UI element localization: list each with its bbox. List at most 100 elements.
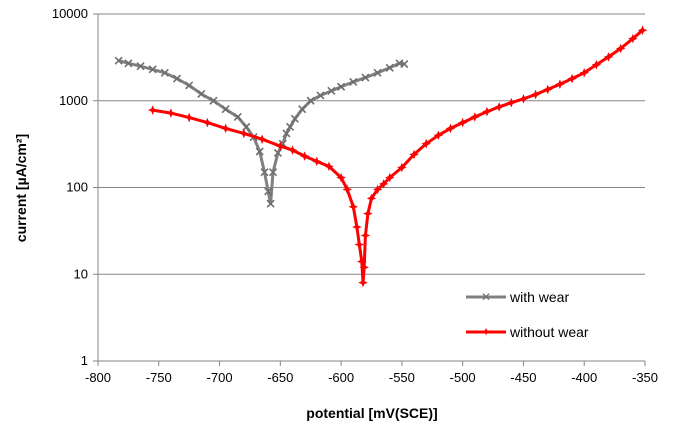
y-tick-label: 10000 [52,6,88,21]
x-tick-label: -800 [85,370,111,385]
data-point [136,62,145,71]
x-tick-label: -700 [207,370,233,385]
data-point [433,130,444,141]
x-axis-title: potential [mV(SCE)] [306,405,437,421]
data-point [197,89,206,98]
data-point [306,96,315,105]
data-point [124,59,133,68]
data-point [591,59,602,70]
series-without-wear [147,25,648,288]
x-tick-label: -550 [389,370,415,385]
data-point [114,56,123,65]
data-point [358,277,368,288]
data-point [385,63,394,72]
data-point [257,134,267,145]
data-point [470,112,480,122]
data-point [290,114,299,123]
data-point [209,96,218,105]
x-tick-marks [97,361,646,366]
data-point [363,208,373,219]
data-point [316,91,325,100]
series-line [152,29,644,285]
data-point [348,201,359,212]
data-point [147,105,158,115]
data-point [615,43,626,54]
data-point [172,74,182,83]
legend: ✕ with wear ✦ without wear [466,289,589,340]
data-point [360,230,371,241]
data-point [352,222,362,232]
data-point [275,141,286,151]
data-point [400,59,409,69]
x-tick-label: -600 [328,370,354,385]
data-point [220,123,231,134]
data-point [266,199,275,208]
data-point [255,147,264,156]
data-point [361,73,370,82]
data-point [579,68,589,78]
data-point [298,105,307,114]
data-point [327,86,336,95]
x-tick-label: -750 [146,370,172,385]
y-tick-labels: 1 10 100 1000 10000 [52,6,88,368]
data-point [397,162,407,173]
data-point [384,172,395,183]
series-with-wear [114,56,409,208]
data-point [337,82,346,91]
x-tick-label: -350 [632,370,658,385]
data-point [567,73,577,84]
data-point [264,187,273,196]
data-point [445,123,456,134]
data-point [148,65,157,74]
legend-label-without-wear: without wear [509,324,589,340]
data-point [359,262,369,273]
data-point [637,25,648,35]
y-tick-label: 10 [74,266,88,281]
data-point [372,184,383,195]
data-point [457,117,468,128]
x-tick-label: -500 [450,370,476,385]
data-point [282,129,291,138]
data-point [366,193,377,204]
data-point [268,168,278,177]
legend-label-with-wear: with wear [509,289,569,305]
series-line [118,59,405,206]
data-point [202,117,213,128]
data-point [409,149,419,160]
data-point [482,106,492,117]
data-point [233,112,242,122]
y-axis-title: current [µA/cm²] [13,134,29,242]
data-point [494,102,504,112]
data-point [221,105,230,114]
data-point [273,148,282,158]
data-point [260,168,269,177]
y-tick-label: 1000 [59,93,88,108]
data-point [324,161,334,172]
legend-marker-with-wear: ✕ [481,290,491,304]
data-point [603,52,614,62]
data-point [166,108,176,118]
data-point [287,145,298,155]
legend-marker-without-wear: ✦ [481,325,491,339]
data-point [518,94,529,104]
data-point [555,79,565,90]
data-point [530,89,541,100]
x-tick-label: -400 [571,370,597,385]
data-point [342,184,352,195]
data-point [285,122,295,131]
data-point [378,179,389,189]
data-point [354,239,365,250]
data-point [349,77,358,86]
x-tick-label: -450 [510,370,536,385]
gridlines [93,13,645,362]
data-point [336,172,346,183]
data-point [628,33,638,44]
x-tick-label: -650 [267,370,293,385]
data-point [421,138,431,149]
data-point [373,68,382,77]
y-tick-label: 100 [66,180,88,195]
data-point [184,112,194,123]
y-tick-label: 1 [81,353,88,368]
data-point [542,84,553,95]
